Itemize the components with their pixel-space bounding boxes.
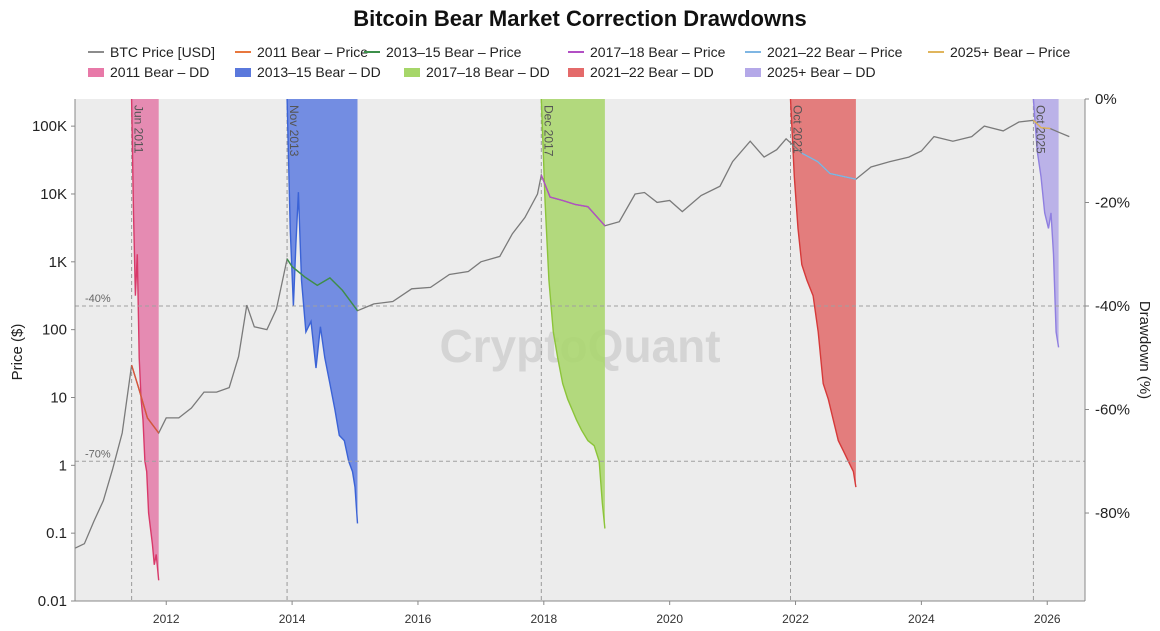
legend-item: 2011 Bear – DD xyxy=(88,64,209,80)
legend-label: BTC Price [USD] xyxy=(110,44,216,60)
y-tick-label: 10K xyxy=(40,186,67,203)
legend-item: 2021–22 Bear – DD xyxy=(568,64,714,80)
btc-price-line xyxy=(74,119,1070,549)
x-tick-label: 2024 xyxy=(908,612,935,626)
legend-swatch-line xyxy=(235,51,251,53)
bear-start-label: Oct 2021 xyxy=(790,105,804,154)
legend-item: 2011 Bear – Price xyxy=(235,44,368,60)
x-tick-label: 2018 xyxy=(530,612,557,626)
x-tick-label: 2014 xyxy=(279,612,306,626)
bear-market-2: Dec 2017 xyxy=(540,98,606,601)
y2-tick-label: 0% xyxy=(1095,91,1117,108)
bear-market-0: Jun 2011 xyxy=(130,98,160,601)
legend-item: 2025+ Bear – DD xyxy=(745,64,876,80)
y2-tick-label: -40% xyxy=(1095,298,1130,315)
drawdown-line xyxy=(789,98,857,488)
legend-swatch-box xyxy=(235,67,251,77)
legend-label: 2021–22 Bear – DD xyxy=(590,64,714,80)
chart-title: Bitcoin Bear Market Correction Drawdowns xyxy=(353,6,807,31)
legend-swatch-line xyxy=(568,51,584,53)
bear-start-label: Jun 2011 xyxy=(132,105,146,154)
legend-label: 2025+ Bear – Price xyxy=(950,44,1071,60)
legend-item: 2013–15 Bear – Price xyxy=(364,44,521,60)
bear-market-3: Oct 2021 xyxy=(789,98,857,601)
legend-item: 2025+ Bear – Price xyxy=(928,44,1070,60)
x-tick-label: 2012 xyxy=(153,612,180,626)
legend-swatch-line xyxy=(88,51,104,53)
legend-label: 2013–15 Bear – DD xyxy=(257,64,381,80)
y-tick-label: 1K xyxy=(49,254,67,271)
legend-swatch-line xyxy=(364,51,380,53)
bear-price-line-0 xyxy=(130,364,160,434)
y-axis-label: Price ($) xyxy=(9,324,26,381)
legend-swatch-line xyxy=(745,51,761,53)
x-tick-label: 2022 xyxy=(782,612,809,626)
bear-start-label: Nov 2013 xyxy=(287,105,301,157)
bear-price-line-4 xyxy=(1032,119,1051,130)
y2-tick-label: -80% xyxy=(1095,505,1130,522)
legend-swatch-line xyxy=(928,51,944,53)
y2-axis-label: Drawdown (%) xyxy=(1136,301,1153,399)
legend-label: 2017–18 Bear – Price xyxy=(590,44,726,60)
legend-label: 2011 Bear – Price xyxy=(257,44,369,60)
legend-item: 2021–22 Bear – Price xyxy=(745,44,902,60)
reference-line-label: -70% xyxy=(85,448,111,460)
y2-tick-label: -60% xyxy=(1095,402,1130,419)
legend-label: 2021–22 Bear – Price xyxy=(767,44,903,60)
legend-swatch-box xyxy=(745,67,761,77)
y-tick-label: 0.1 xyxy=(46,525,67,542)
legend-swatch-box xyxy=(568,67,584,77)
drawdown-area xyxy=(790,99,856,488)
bear-start-label: Dec 2017 xyxy=(541,105,555,157)
y-tick-label: 10 xyxy=(50,389,67,406)
legend-item: 2013–15 Bear – DD xyxy=(235,64,381,80)
x-tick-label: 2016 xyxy=(405,612,432,626)
x-tick-label: 2026 xyxy=(1034,612,1061,626)
drawdown-line xyxy=(540,98,606,529)
drawdown-line xyxy=(130,98,160,581)
legend-swatch-box xyxy=(88,67,104,77)
y-tick-label: 100 xyxy=(42,322,67,339)
legend-label: 2017–18 Bear – DD xyxy=(426,64,550,80)
bear-price-line-1 xyxy=(286,258,359,312)
legend-label: 2011 Bear – DD xyxy=(110,64,210,80)
legend-swatch-box xyxy=(404,67,420,77)
bear-price-line-2 xyxy=(540,174,606,227)
x-tick-label: 2020 xyxy=(656,612,683,626)
y-tick-label: 0.01 xyxy=(38,593,67,610)
legend-label: 2025+ Bear – DD xyxy=(767,64,876,80)
legend-item: 2017–18 Bear – DD xyxy=(404,64,550,80)
drawdown-area xyxy=(131,99,159,581)
y-tick-label: 100K xyxy=(32,118,67,135)
legend-item: BTC Price [USD] xyxy=(88,44,215,60)
y2-tick-label: -20% xyxy=(1095,195,1130,212)
drawdown-area xyxy=(1033,99,1059,348)
drawdown-area xyxy=(287,99,358,524)
bear-start-label: Oct 2025 xyxy=(1033,105,1047,154)
reference-line-label: -40% xyxy=(85,293,111,305)
drawdown-area xyxy=(541,99,605,529)
legend-label: 2013–15 Bear – Price xyxy=(386,44,522,60)
bear-price-line-3 xyxy=(801,152,857,180)
y-tick-label: 1 xyxy=(59,457,67,474)
legend-item: 2017–18 Bear – Price xyxy=(568,44,725,60)
legend: BTC Price [USD] 2011 Bear – Price 2013–15 … xyxy=(0,44,1160,84)
